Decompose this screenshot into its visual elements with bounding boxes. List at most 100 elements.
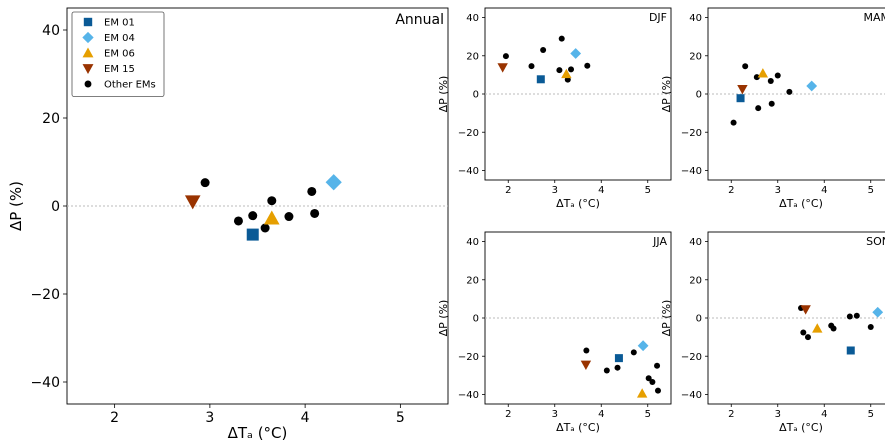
mam-panel-title: MAM	[863, 11, 885, 24]
jja-y-tick-label: 40	[466, 237, 479, 248]
son-em-06-point	[812, 323, 823, 333]
son-y-tick-label: 40	[689, 237, 702, 248]
annual-other-em-point	[248, 211, 258, 221]
mam-y-tick-label: 20	[689, 51, 702, 62]
annual-panel-title: Annual	[395, 12, 444, 28]
djf-x-tick-label: 3	[552, 185, 558, 196]
jja-other-em-point	[614, 364, 621, 371]
djf-other-em-point	[528, 63, 535, 70]
son-other-em-point	[830, 325, 837, 332]
mam-other-em-point	[786, 88, 793, 95]
son-y-axis-label: ΔP (%)	[660, 300, 673, 337]
son-other-em-point	[800, 329, 807, 336]
jja-x-tick-label: 3	[552, 409, 558, 420]
annual-em-15-point	[184, 195, 201, 210]
jja-y-tick-label: 0	[473, 314, 479, 325]
jja-panel-title: JJA	[652, 235, 667, 248]
jja-other-em-point	[654, 362, 661, 369]
legend-em-01-label: EM 01	[104, 18, 135, 29]
annual-y-tick-label: −40	[30, 375, 60, 391]
annual-x-tick-label: 4	[301, 410, 310, 426]
annual-y-axis-label: ΔP (%)	[7, 181, 25, 231]
mam-y-tick-label: −40	[681, 166, 702, 177]
son-x-tick-label: 2	[728, 409, 734, 420]
annual-em-04-point	[325, 174, 342, 191]
djf-em-15-point	[497, 63, 508, 73]
djf-em-04-point	[570, 48, 582, 59]
son-y-tick-label: 0	[696, 314, 702, 325]
mam-em-04-point	[806, 80, 818, 92]
jja-other-em-point	[603, 367, 610, 374]
jja-other-em-point	[583, 347, 590, 354]
mam-x-tick-label: 3	[775, 185, 781, 196]
mam-em-15-point	[737, 85, 748, 95]
annual-em-01-point	[246, 228, 259, 241]
mam-panel: 2 3 4 5 −40 −20 0 20 40 ΔTₐ (°C) ΔP (%) MAM	[660, 7, 885, 210]
jja-other-em-point	[630, 349, 637, 356]
djf-other-em-point	[540, 47, 547, 54]
jja-x-axis-label: ΔTₐ (°C)	[556, 421, 600, 434]
mam-x-tick-label: 5	[868, 185, 874, 196]
mam-y-tick-label: 0	[696, 90, 702, 101]
mam-other-em-point	[768, 100, 775, 107]
jja-em-04-point	[637, 340, 649, 352]
djf-em-06-point	[561, 68, 572, 79]
son-x-tick-label: 3	[775, 409, 781, 420]
legend-em-06-label: EM 06	[104, 49, 135, 60]
jja-x-tick-label: 5	[645, 409, 651, 420]
jja-other-em-point	[654, 387, 661, 394]
jja-panel: 2 3 4 5 −40 −20 0 20 40 ΔTₐ (°C) ΔP (%) JJA	[437, 231, 672, 434]
son-other-em-point	[846, 313, 853, 320]
mam-other-em-point	[755, 105, 762, 112]
jja-y-tick-label: 20	[466, 275, 479, 286]
djf-other-em-point	[558, 35, 565, 42]
annual-other-em-point	[307, 186, 317, 196]
annual-y-tick-label: 40	[42, 23, 60, 39]
son-y-tick-label: −20	[681, 352, 702, 363]
son-x-axis-label: ΔTₐ (°C)	[779, 421, 823, 434]
son-panel-title: SON	[866, 235, 885, 248]
mam-other-em-point	[774, 72, 781, 79]
djf-y-tick-label: −40	[458, 166, 479, 177]
djf-em-01-point	[536, 75, 545, 84]
annual-other-em-point	[200, 178, 210, 188]
djf-x-tick-label: 5	[645, 185, 651, 196]
son-other-em-point	[853, 312, 860, 319]
djf-y-tick-label: 40	[466, 13, 479, 24]
jja-x-tick-label: 2	[505, 409, 511, 420]
djf-y-tick-label: 20	[466, 51, 479, 62]
annual-other-em-point	[260, 223, 270, 233]
djf-other-em-point	[556, 67, 563, 74]
djf-other-em-point	[568, 66, 575, 73]
legend: EM 01 EM 04 EM 06 EM 15 Other EMs	[71, 11, 165, 97]
mam-other-em-point	[730, 119, 737, 126]
annual-x-tick-label: 3	[205, 410, 214, 426]
djf-other-em-point	[564, 76, 571, 83]
djf-panel: 2 3 4 5 −40 −20 0 20 40 ΔTₐ (°C) ΔP (%) DJF	[437, 7, 672, 210]
annual-x-tick-label: 5	[396, 410, 405, 426]
son-other-em-point	[804, 334, 811, 341]
mam-em-06-point	[757, 68, 769, 78]
son-y-tick-label: −40	[681, 390, 702, 401]
mam-y-tick-label: 40	[689, 13, 702, 24]
son-em-04-point	[872, 306, 884, 318]
legend-other-marker	[84, 80, 92, 88]
jja-em-06-point	[636, 388, 648, 398]
djf-y-axis-label: ΔP (%)	[437, 76, 450, 113]
legend-em-04-marker	[82, 31, 94, 44]
son-em-15-point	[800, 305, 811, 315]
djf-x-tick-label: 2	[505, 185, 511, 196]
annual-other-em-point	[284, 212, 294, 222]
jja-y-tick-label: −40	[458, 390, 479, 401]
legend-box	[71, 11, 165, 97]
son-y-tick-label: 20	[689, 275, 702, 286]
annual-other-em-point	[267, 196, 277, 206]
mam-other-em-point	[753, 74, 760, 81]
mam-x-axis-label: ΔTₐ (°C)	[779, 197, 823, 210]
djf-y-tick-label: 0	[473, 90, 479, 101]
son-em-01-point	[846, 346, 855, 355]
jja-em-01-point	[614, 354, 623, 363]
son-x-tick-label: 5	[868, 409, 874, 420]
mam-y-axis-label: ΔP (%)	[660, 76, 673, 113]
